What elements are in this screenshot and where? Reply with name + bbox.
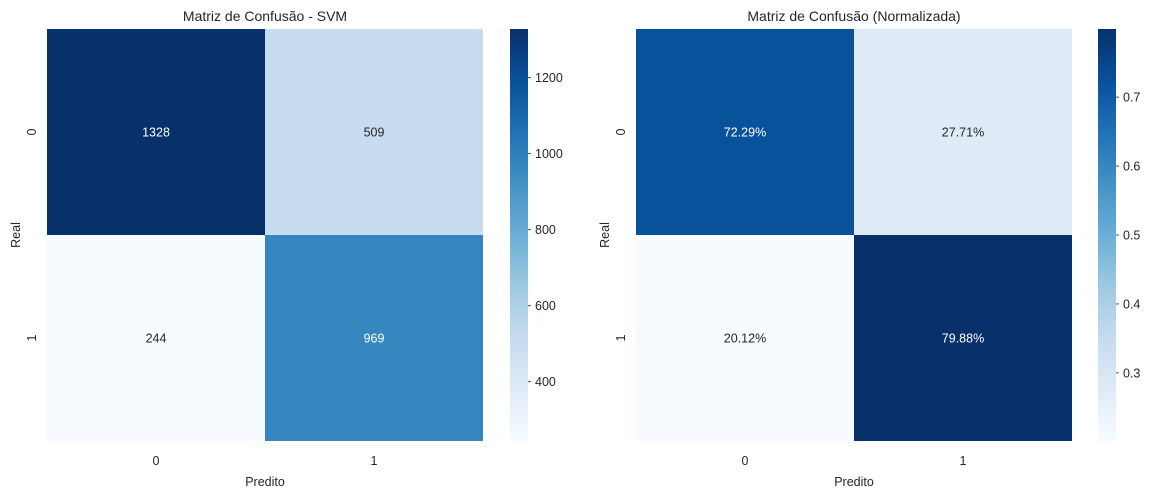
y-axis-label: Real <box>9 222 23 248</box>
colorbar-tick-label: 800 <box>535 223 556 237</box>
colorbar-tick-label: 0.7 <box>1123 91 1140 105</box>
cell-value-label-1-0: 244 <box>146 332 167 346</box>
y-tick-label: 1 <box>25 334 39 341</box>
colorbar-tick-label: 1200 <box>535 71 563 85</box>
x-tick-label: 0 <box>153 454 160 468</box>
heatmap-panel-1: 72.29% 27.71% 20.12% 79.88% Matriz de Confus… <box>598 8 1140 489</box>
y-tick-label: 0 <box>614 128 628 135</box>
colorbar-tick-label: 600 <box>535 299 556 313</box>
colorbar <box>510 29 528 441</box>
x-axis-label: Predito <box>245 475 285 489</box>
cell-value-label-0-0: 1328 <box>142 126 170 140</box>
cell-value-label-1-1: 969 <box>364 332 385 346</box>
cell-value-label-0-1: 509 <box>364 126 385 140</box>
x-tick-label: 1 <box>960 454 967 468</box>
cell-value-label-1-0: 20.12% <box>724 332 766 346</box>
colorbar-tick-label: 0.6 <box>1123 160 1140 174</box>
heatmap-cell-1-0 <box>636 235 854 441</box>
heatmap-cell-0-1 <box>265 29 483 235</box>
cell-value-label-0-1: 27.71% <box>942 126 984 140</box>
colorbar-tick-label: 0.5 <box>1123 229 1140 243</box>
heatmap-cell-0-1 <box>854 29 1072 235</box>
chart-title: Matriz de Confusão (Normalizada) <box>747 8 960 24</box>
heatmap-cell-1-1 <box>854 235 1072 441</box>
heatmap-cell-0-0 <box>47 29 265 235</box>
cell-value-label-0-0: 72.29% <box>724 126 766 140</box>
y-tick-label: 1 <box>614 334 628 341</box>
heatmap-panel-0: 1328 509 244 969 Matriz de Confusão - SVM 0 1 P… <box>9 8 563 489</box>
x-tick-label: 0 <box>742 454 749 468</box>
heatmap-cell-1-1 <box>265 235 483 441</box>
heatmap-cell-0-0 <box>636 29 854 235</box>
y-axis-label: Real <box>598 222 612 248</box>
colorbar <box>1098 29 1116 441</box>
heatmap-cell-1-0 <box>47 235 265 441</box>
colorbar-tick-label: 1000 <box>535 147 563 161</box>
colorbar-tick-label: 400 <box>535 375 556 389</box>
colorbar-tick-label: 0.4 <box>1123 297 1140 311</box>
chart-title: Matriz de Confusão - SVM <box>183 8 347 24</box>
cell-value-label-1-1: 79.88% <box>942 332 984 346</box>
x-tick-label: 1 <box>371 454 378 468</box>
colorbar-tick-label: 0.3 <box>1123 366 1140 380</box>
y-tick-label: 0 <box>25 128 39 135</box>
x-axis-label: Predito <box>834 475 874 489</box>
